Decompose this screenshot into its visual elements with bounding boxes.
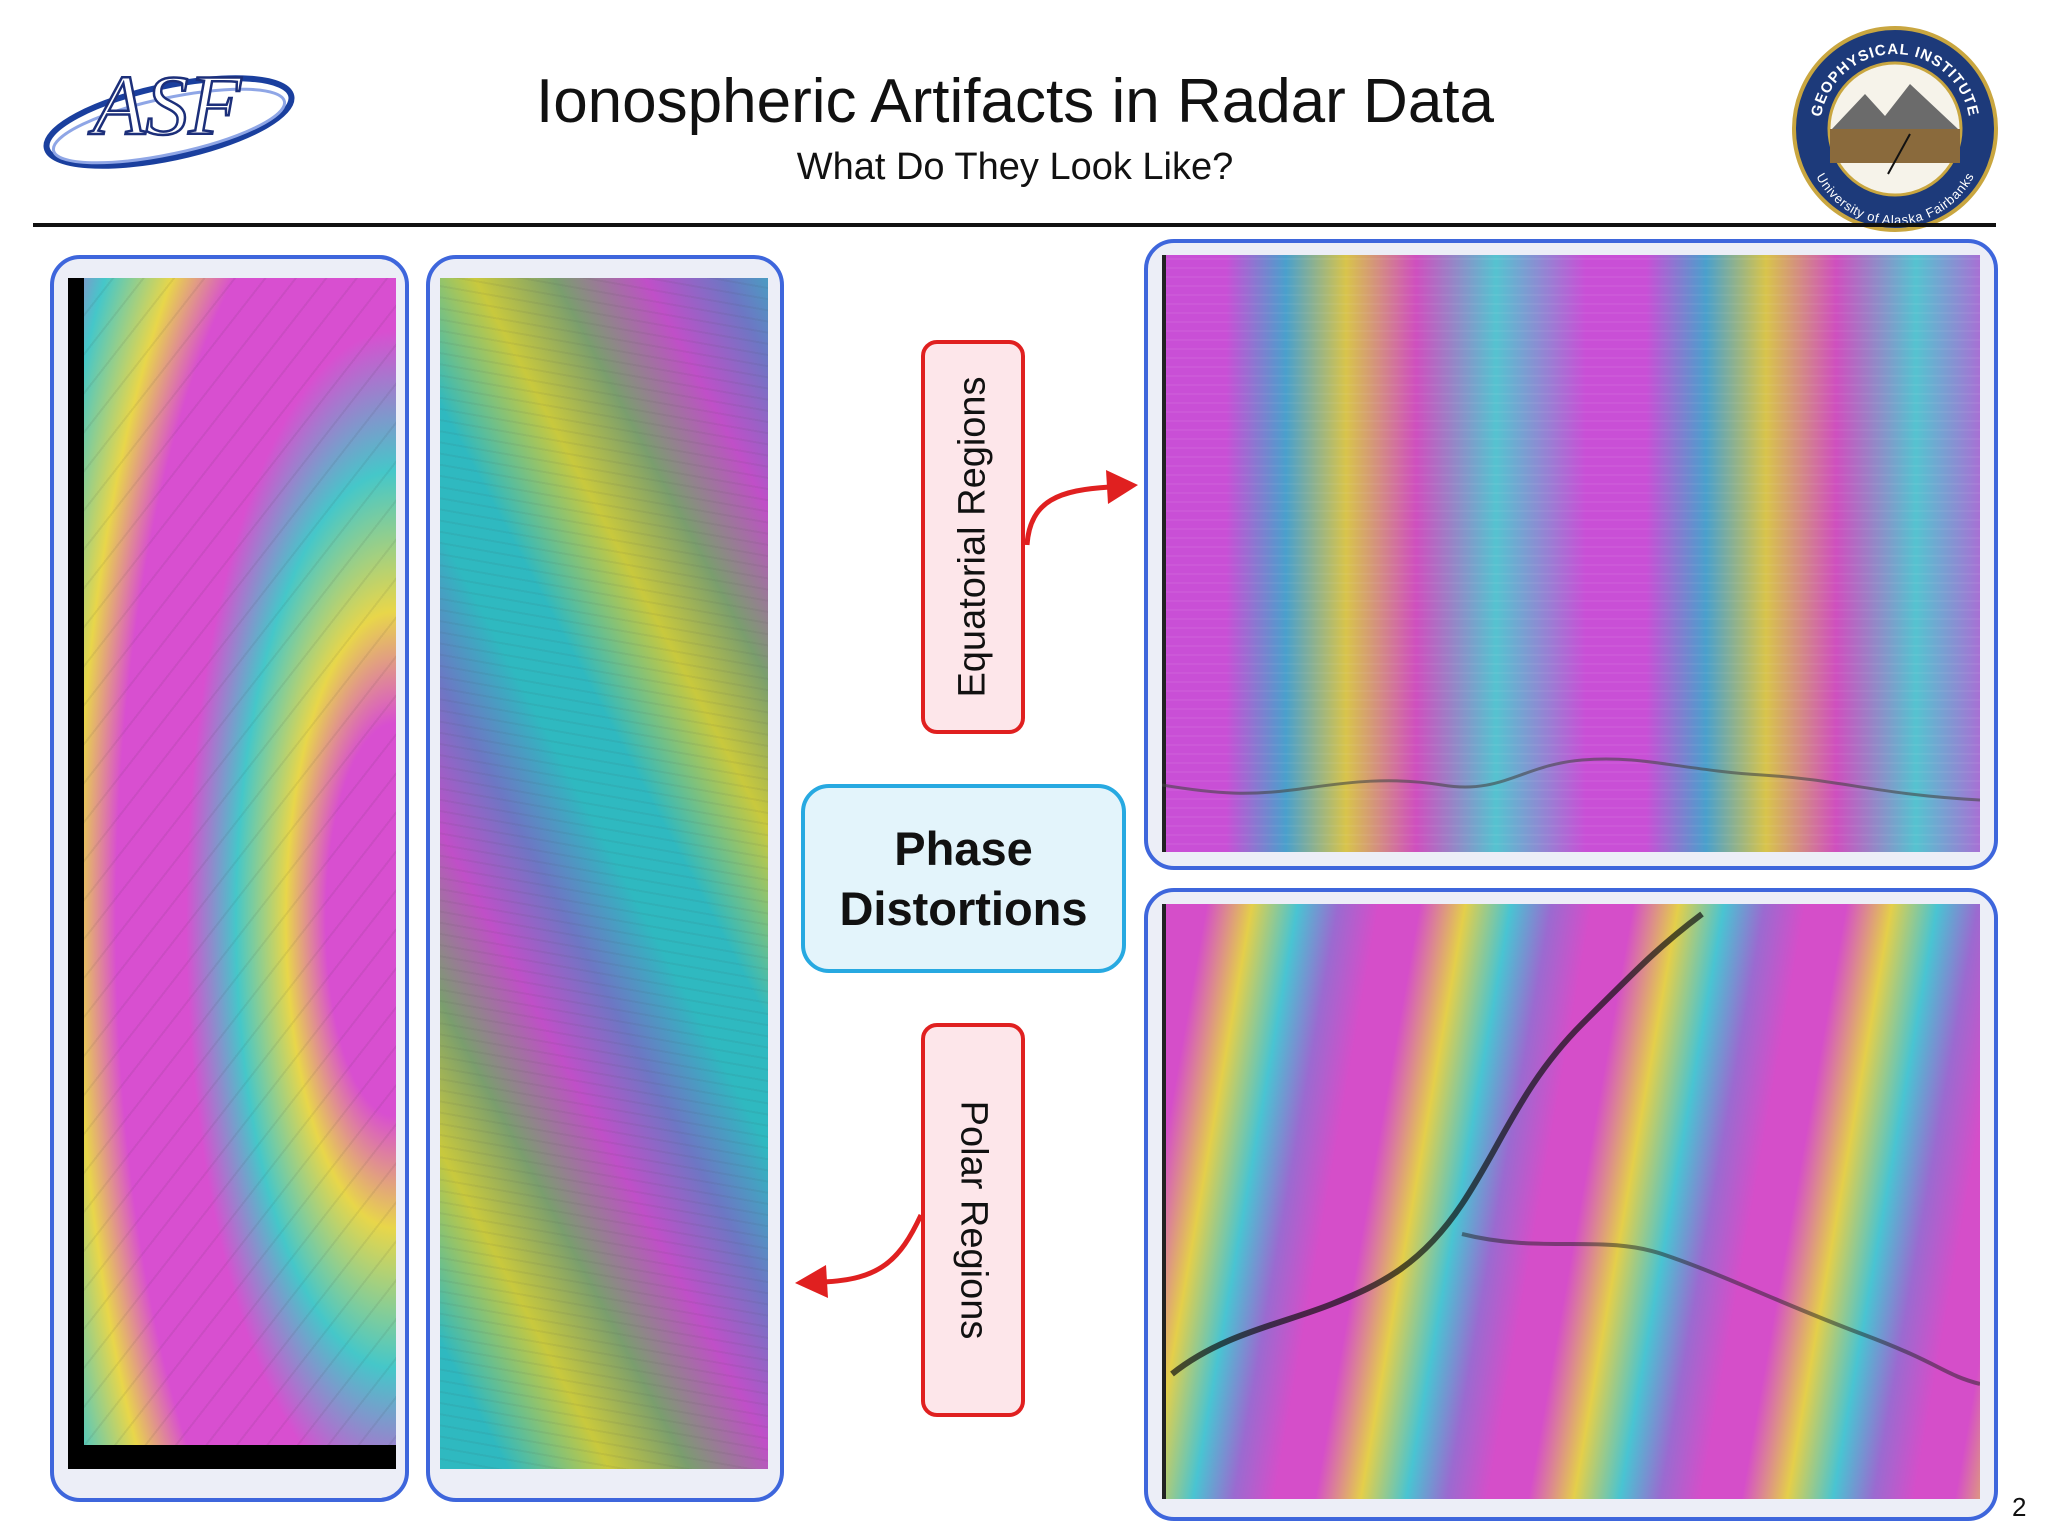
label-text: Equatorial Regions <box>951 376 994 698</box>
interferogram <box>1162 904 1980 1499</box>
page-number: 2 <box>2012 1492 2027 1522</box>
center-line: Distortions <box>839 881 1088 935</box>
center-box: Phase Distortions <box>801 784 1126 973</box>
interferogram <box>440 278 768 1469</box>
logo-arrow <box>1887 133 1911 175</box>
logo-orbit <box>43 75 295 169</box>
river-overlay <box>1170 911 1980 1386</box>
region-label: Polar Regions <box>921 1023 1025 1417</box>
river-overlay <box>1162 757 1980 802</box>
interferogram <box>1162 255 1980 852</box>
region-label: Equatorial Regions <box>921 340 1025 734</box>
logo-orbit <box>51 87 287 165</box>
river <box>1162 757 1980 802</box>
center-line: Phase <box>894 821 1033 875</box>
arrowhead <box>795 1265 828 1298</box>
logo-mountain <box>1832 84 1958 129</box>
header-rule <box>33 223 1996 227</box>
subtitle: What Do They Look Like? <box>796 146 1234 188</box>
river <box>1170 911 1704 1377</box>
logo-ground <box>1830 129 1960 163</box>
river <box>1461 1232 1980 1386</box>
arrow <box>821 1213 924 1285</box>
arrow <box>1024 484 1111 546</box>
logo-text: ASF <box>88 57 243 153</box>
title: Ionospheric Artifacts in Radar Data <box>535 67 1495 136</box>
asf-logo: ASF <box>43 56 295 169</box>
institute-logo: GEOPHYSICAL INSTITUTE University of Alas… <box>1792 26 1998 232</box>
label-text: Polar Regions <box>952 1100 995 1340</box>
arrowhead <box>1106 470 1138 504</box>
interferogram <box>68 278 396 1469</box>
